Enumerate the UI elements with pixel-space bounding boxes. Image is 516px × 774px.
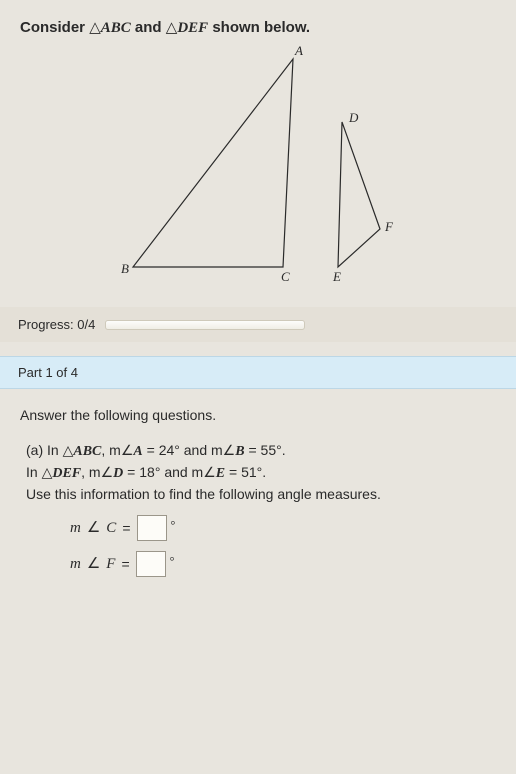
label-b: B: [121, 261, 129, 276]
part-header: Part 1 of 4: [0, 356, 516, 389]
label-d: D: [348, 110, 359, 125]
triangles-diagram: A B C D E F: [93, 47, 423, 287]
degree-symbol: °: [171, 516, 176, 534]
prompt-mid: and: [131, 19, 166, 36]
qa-line3: Use this information to find the followi…: [26, 484, 496, 505]
question-stem: Answer the following questions.: [20, 405, 496, 426]
progress-row: Progress: 0/4: [0, 307, 516, 342]
angle-c-input[interactable]: [137, 515, 167, 541]
prompt-prefix: Consider: [20, 19, 89, 36]
diagram-container: A B C D E F: [20, 47, 496, 287]
label-a: A: [294, 43, 303, 58]
triangle-def: [338, 122, 380, 267]
progress-label: Progress: 0/4: [18, 317, 95, 332]
answer-row-c: m ∠ C = °: [70, 515, 496, 541]
label-f: F: [384, 219, 394, 234]
problem-prompt: Consider △ABC and △DEF shown below.: [20, 18, 496, 37]
angle-f-input[interactable]: [136, 551, 166, 577]
degree-symbol: °: [170, 552, 175, 570]
qa-line1: (a) In △ABC, m∠A = 24° and m∠B = 55°.: [26, 440, 496, 462]
label-e: E: [332, 269, 341, 284]
label-c: C: [281, 269, 290, 284]
prompt-tri2: DEF: [177, 20, 208, 36]
progress-bar: [105, 320, 305, 330]
prompt-tri1: ABC: [101, 20, 131, 36]
triangle-abc: [133, 59, 293, 267]
prompt-suffix: shown below.: [208, 19, 310, 36]
question-a: (a) In △ABC, m∠A = 24° and m∠B = 55°. In…: [26, 440, 496, 505]
answer-row-f: m ∠ F = °: [70, 551, 496, 577]
qa-line2: In △DEF, m∠D = 18° and m∠E = 51°.: [26, 462, 496, 484]
